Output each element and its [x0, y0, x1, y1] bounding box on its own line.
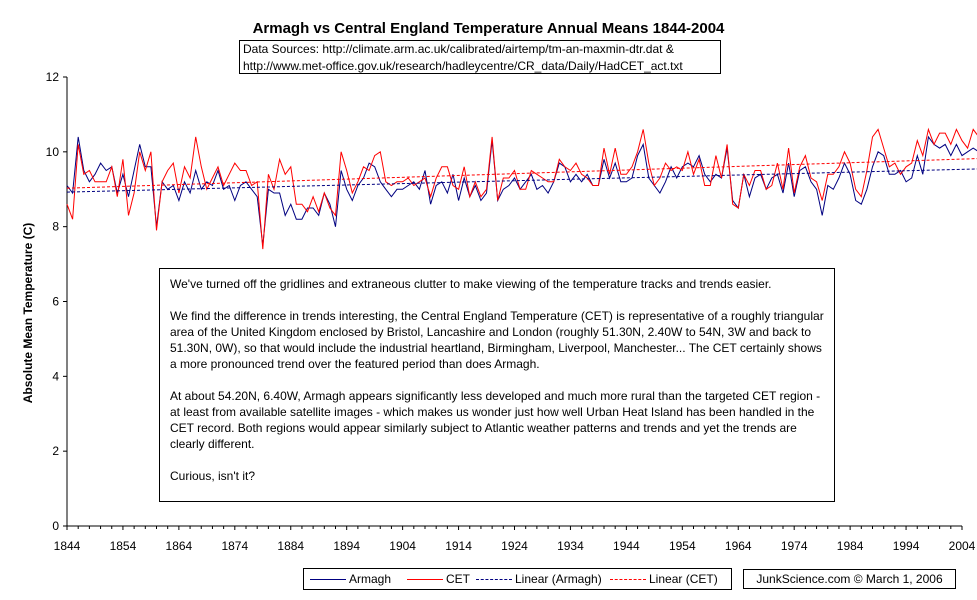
legend-item-cet: CET: [407, 569, 470, 589]
series-line-cet: [66, 127, 977, 250]
x-tick-label: 1884: [277, 539, 304, 553]
note-paragraph-4: Curious, isn't it?: [170, 469, 255, 483]
legend-swatch-armagh: [310, 579, 346, 581]
data-sources-box: Data Sources: http://climate.arm.ac.uk/c…: [239, 40, 721, 74]
x-tick-label: 1924: [501, 539, 528, 553]
x-tick-label: 1934: [557, 539, 584, 553]
x-tick-label: 1914: [445, 539, 472, 553]
legend: Armagh CET Linear (Armagh) Linear (CET): [303, 568, 732, 590]
chart-title: Armagh vs Central England Temperature An…: [252, 20, 725, 37]
note-paragraph-3: At about 54.20N, 6.40W, Armagh appears s…: [170, 389, 821, 451]
x-tick-label: 1954: [669, 539, 696, 553]
legend-swatch-cet: [407, 579, 443, 581]
x-tick-label: 1894: [333, 539, 360, 553]
y-tick-label: 0: [52, 519, 59, 533]
x-tick-label: 1844: [54, 539, 81, 553]
x-tick-label: 1944: [613, 539, 640, 553]
legend-item-linear-cet: Linear (CET): [610, 569, 718, 589]
series-line-armagh: [66, 135, 977, 246]
y-tick-label: 8: [52, 220, 59, 234]
x-tick-label: 1974: [781, 539, 808, 553]
y-tick-label: 12: [46, 70, 60, 84]
legend-label-cet: CET: [446, 572, 470, 586]
x-tick-label: 1994: [893, 539, 920, 553]
copyright-box: JunkScience.com © March 1, 2006: [743, 569, 956, 589]
x-tick-label: 2004: [949, 539, 976, 553]
x-tick-label: 1984: [837, 539, 864, 553]
y-tick-label: 2: [52, 444, 59, 458]
x-tick-label: 1964: [725, 539, 752, 553]
legend-label-linear-cet: Linear (CET): [649, 572, 718, 586]
legend-item-armagh: Armagh: [310, 569, 391, 589]
x-tick-label: 1854: [110, 539, 137, 553]
legend-swatch-linear-armagh: [476, 579, 512, 581]
x-tick-label: 1864: [166, 539, 193, 553]
annotation-box: We've turned off the gridlines and extra…: [159, 268, 835, 502]
data-source-line-2: http://www.met-office.gov.uk/research/ha…: [243, 59, 683, 73]
legend-label-armagh: Armagh: [349, 572, 392, 586]
y-tick-label: 6: [52, 295, 59, 309]
data-source-line-1: Data Sources: http://climate.arm.ac.uk/c…: [243, 42, 674, 56]
legend-swatch-linear-cet: [610, 579, 646, 581]
trend-line-armagh: [66, 168, 977, 193]
legend-item-linear-armagh: Linear (Armagh): [476, 569, 602, 589]
x-tick-label: 1904: [389, 539, 416, 553]
note-paragraph-2: We find the difference in trends interes…: [170, 309, 824, 371]
note-paragraph-1: We've turned off the gridlines and extra…: [170, 277, 772, 291]
trend-line-cet: [66, 158, 977, 189]
legend-label-linear-armagh: Linear (Armagh): [515, 572, 602, 586]
x-tick-label: 1874: [221, 539, 248, 553]
y-tick-label: 10: [46, 145, 60, 159]
y-tick-label: 4: [52, 369, 59, 383]
